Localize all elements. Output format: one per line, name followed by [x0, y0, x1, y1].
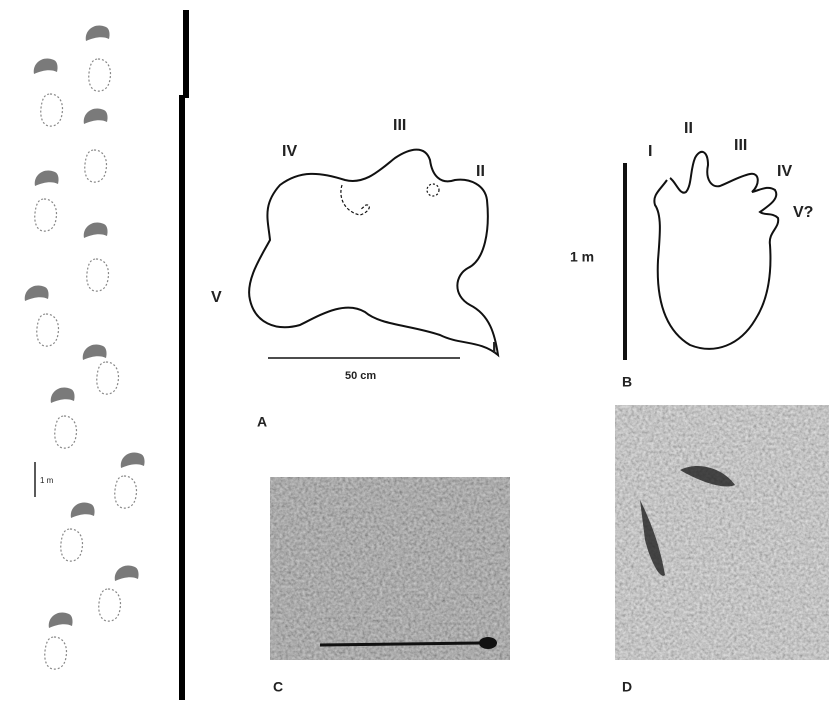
scale-rod [320, 643, 480, 645]
panel-label: A [257, 414, 267, 430]
manus-print [49, 612, 73, 628]
panel-label: D [622, 679, 632, 695]
pes-print [115, 476, 137, 508]
digit-label: I [492, 340, 496, 357]
scale-rod-end [479, 637, 497, 649]
pes-print [35, 199, 57, 231]
scale-label: 50 cm [345, 370, 376, 382]
figure: 1 m IV III II V I 50 cm A 1 m I II III I… [0, 0, 829, 702]
pes-print [45, 637, 67, 669]
pes-print [89, 59, 111, 91]
manus-print [25, 285, 49, 301]
pes-print [61, 529, 83, 561]
manus-print [84, 108, 108, 124]
digit-label: V [211, 289, 222, 306]
digit-label: II [476, 163, 485, 180]
divider [183, 10, 189, 98]
pes-print [85, 150, 107, 182]
pes-print [87, 259, 109, 291]
pes-print [55, 416, 77, 448]
manus-print [71, 502, 95, 518]
divider [179, 95, 185, 700]
panel-d: D [615, 405, 829, 695]
manus-print [86, 25, 110, 41]
pes-print [97, 362, 119, 394]
digit-label: IV [282, 143, 297, 160]
scale-label: 1 m [40, 476, 54, 485]
pes-print [99, 589, 121, 621]
pes-print [41, 94, 63, 126]
digit-label: III [393, 117, 406, 134]
scale-label: 1 m [570, 249, 594, 265]
panel-a: IV III II V I 50 cm A [211, 117, 498, 429]
digit-impression [427, 184, 439, 196]
pes-print [37, 314, 59, 346]
manus-print [34, 58, 58, 74]
footprint-outline [249, 150, 498, 355]
manus-print [115, 565, 139, 581]
panel-label: B [622, 374, 632, 390]
manus-print [51, 387, 75, 403]
manus-print [35, 170, 59, 186]
digit-label: IV [777, 163, 792, 180]
manus-print [84, 222, 108, 238]
manus-print [121, 452, 145, 468]
panel-b: 1 m I II III IV V? B [570, 120, 813, 389]
trackway: 1 m [25, 25, 145, 669]
panel-c: C [270, 477, 510, 695]
footprint-outline [654, 152, 778, 349]
digit-impression [341, 185, 369, 215]
photo-tone [270, 477, 510, 660]
panel-label: C [273, 679, 283, 695]
digit-label: I [648, 143, 652, 160]
digit-label: II [684, 120, 693, 137]
digit-label: V? [793, 204, 813, 221]
manus-print [83, 344, 107, 360]
digit-label: III [734, 137, 747, 154]
